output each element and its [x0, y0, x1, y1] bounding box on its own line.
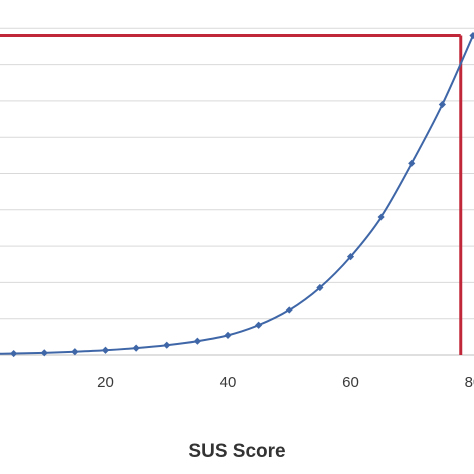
data-point-marker [316, 283, 324, 292]
data-point-marker [408, 159, 416, 167]
x-tick-label: 40 [220, 374, 237, 391]
data-point-marker [377, 213, 385, 221]
x-tick-label: 80 [465, 374, 474, 391]
x-axis-title: SUS Score [188, 441, 285, 462]
data-point-marker [255, 321, 263, 329]
data-point-marker [285, 306, 293, 314]
series-line [0, 35, 474, 355]
data-point-marker [71, 348, 79, 356]
x-tick-label: 20 [97, 374, 114, 391]
x-tick-labels: 20 40 60 80 [97, 374, 474, 391]
data-point-marker [101, 346, 110, 354]
x-tick-label: 60 [342, 374, 359, 391]
data-point-marker [132, 344, 140, 352]
data-point-marker [40, 349, 48, 357]
gridlines [0, 27, 474, 320]
data-point-marker [224, 331, 232, 339]
data-point-marker [193, 337, 201, 345]
data-point-marker [438, 100, 446, 109]
series-layer [0, 31, 474, 358]
data-point-marker [10, 349, 18, 358]
data-point-marker [163, 341, 171, 349]
reference-lines [0, 34, 463, 355]
data-point-marker [346, 253, 355, 261]
data-point-marker [469, 31, 474, 40]
